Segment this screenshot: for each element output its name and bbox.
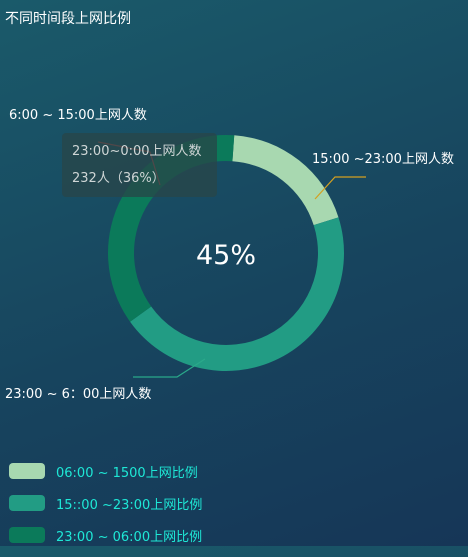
slice-label-0600-1500: 6:00 ~ 15:00上网人数 xyxy=(9,108,147,123)
legend-item-2300-0600[interactable]: 23:00 ~ 06:00上网比例 xyxy=(9,525,202,545)
chart-legend: 06:00 ~ 1500上网比例 15::00 ~23:00上网比例 23:00… xyxy=(9,461,202,557)
chart-title: 不同时间段上网比例 xyxy=(5,11,131,27)
chart-tooltip: 23:00~0:00上网人数 232人（36%） xyxy=(62,133,217,197)
legend-label: 15::00 ~23:00上网比例 xyxy=(56,497,203,513)
legend-item-1500-2300[interactable]: 15::00 ~23:00上网比例 xyxy=(9,493,202,513)
leader-line-1500-2300 xyxy=(314,176,366,200)
legend-swatch-mid xyxy=(9,495,45,511)
slice-label-2300-0600: 23:00 ~ 6：00上网人数 xyxy=(5,387,151,402)
tooltip-title: 23:00~0:00上网人数 xyxy=(72,144,202,159)
legend-label: 23:00 ~ 06:00上网比例 xyxy=(56,529,203,545)
slice-label-1500-2300: 15:00 ~23:00上网人数 xyxy=(312,152,454,167)
legend-swatch-light xyxy=(9,463,45,479)
legend-label: 06:00 ~ 1500上网比例 xyxy=(56,465,198,481)
center-percent-label: 45% xyxy=(196,240,256,271)
slice-1500-2300[interactable] xyxy=(130,217,344,371)
legend-item-0600-1500[interactable]: 06:00 ~ 1500上网比例 xyxy=(9,461,202,481)
slice-0600-1500[interactable] xyxy=(232,135,339,226)
leader-line-2300-0600 xyxy=(133,358,206,378)
tooltip-value: 232人（36%） xyxy=(72,171,165,186)
legend-swatch-dark xyxy=(9,527,45,543)
